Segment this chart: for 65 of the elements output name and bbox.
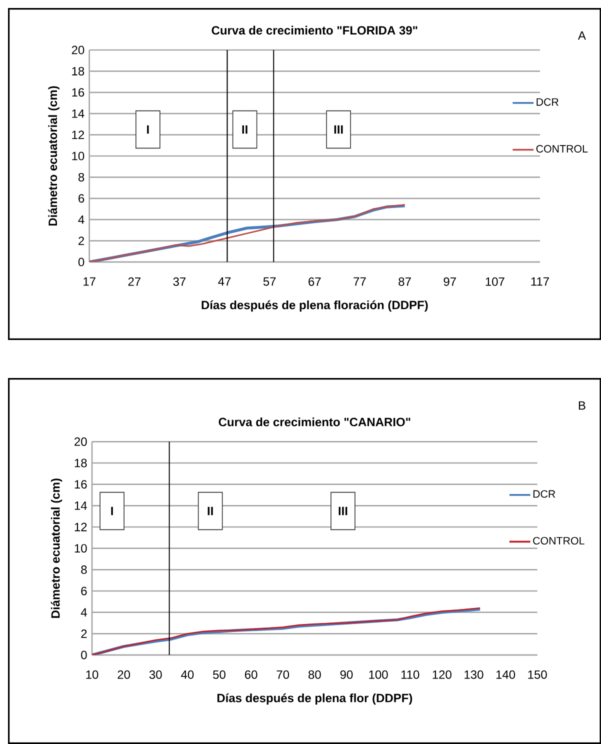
x-tick-label: 17 — [83, 277, 96, 286]
x-tick-label: 100 — [369, 670, 388, 679]
x-tick-label: 150 — [528, 670, 547, 679]
y-tick-label: 4 — [78, 215, 84, 224]
x-tick-label: 87 — [398, 277, 411, 286]
y-tick-label: 16 — [74, 480, 87, 489]
x-tick-label: 20 — [118, 670, 130, 679]
y-axis-title: Diámetro ecuatorial (cm) — [48, 86, 60, 226]
y-tick-label: 20 — [74, 437, 87, 446]
y-tick-label: 8 — [78, 172, 84, 182]
y-tick-label: 12 — [74, 522, 87, 532]
legend-label: CONTROL — [532, 536, 584, 545]
y-tick-label: 6 — [81, 586, 87, 596]
y-tick-label: 4 — [80, 608, 87, 616]
annotation: III — [334, 125, 343, 134]
y-tick-label: 18 — [72, 66, 84, 76]
legend-label: DCR — [533, 490, 556, 498]
x-tick-label: 77 — [354, 277, 366, 286]
y-tick-label: 16 — [72, 88, 84, 97]
legend-label: DCR — [536, 98, 558, 106]
y-tick-label: 14 — [72, 109, 84, 118]
x-tick-label: 97 — [444, 277, 456, 286]
x-tick-label: 60 — [244, 670, 258, 679]
y-tick-label: 8 — [80, 565, 87, 574]
x-tick-label: 140 — [496, 670, 515, 679]
chart-title: Curva de crecimiento "FLORIDA 39" — [212, 26, 418, 35]
annotation: I — [111, 506, 113, 516]
x-tick-label: 40 — [180, 670, 194, 679]
y-tick-label: 2 — [81, 629, 87, 638]
x-tick-label: 117 — [531, 277, 549, 286]
y-axis-title: Diámetro ecuatorial (cm) — [50, 478, 62, 618]
chart-title: Curva de crecimiento "CANARIO" — [218, 417, 410, 426]
y-tick-label: 14 — [74, 502, 87, 510]
annotation: III — [338, 506, 348, 516]
annotation: II — [242, 125, 248, 134]
y-tick-label: 10 — [74, 544, 87, 553]
x-tick-label: 27 — [128, 277, 140, 286]
x-tick-label: 47 — [218, 277, 230, 286]
x-tick-label: 120 — [432, 670, 452, 679]
x-tick-label: 110 — [401, 670, 420, 679]
legend-label: CONTROL — [536, 145, 588, 153]
x-tick-label: 130 — [464, 670, 484, 679]
x-tick-label: 30 — [149, 670, 162, 679]
annotation: I — [146, 125, 149, 134]
y-tick-label: 6 — [78, 194, 84, 203]
x-tick-label: 50 — [212, 670, 226, 679]
text: A — [578, 31, 586, 40]
x-axis-title: Días después de plena flor (DDPF) — [217, 693, 412, 705]
y-tick-label: 18 — [74, 458, 87, 468]
x-tick-label: 70 — [276, 670, 289, 679]
y-tick-label: 20 — [72, 46, 84, 54]
x-tick-label: 90 — [340, 670, 353, 679]
y-tick-label: 0 — [78, 258, 84, 266]
x-tick-label: 67 — [308, 277, 321, 286]
y-tick-label: 10 — [72, 152, 84, 160]
x-tick-label: 80 — [308, 670, 321, 679]
y-tick-label: 0 — [80, 650, 87, 660]
x-tick-label: 37 — [173, 277, 186, 286]
y-tick-label: 2 — [78, 236, 84, 245]
x-tick-label: 107 — [486, 277, 504, 286]
y-tick-label: 12 — [72, 130, 84, 139]
x-tick-label: 57 — [263, 277, 276, 286]
annotation: II — [208, 506, 213, 516]
x-axis-title: Días después de plena floración (DDPF) — [202, 300, 428, 312]
text: B — [578, 401, 586, 410]
